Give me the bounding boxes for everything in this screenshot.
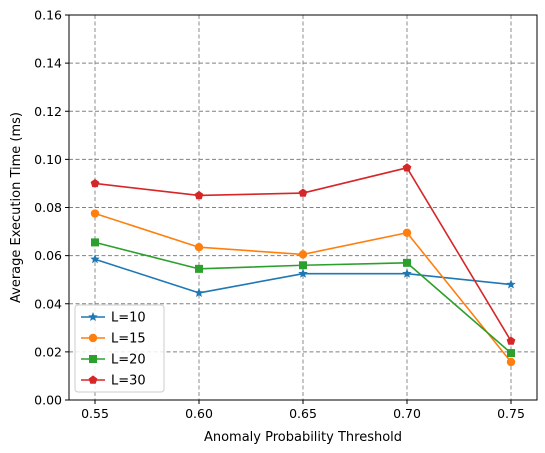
data-point	[506, 357, 516, 367]
data-point	[194, 190, 204, 200]
series-layer	[90, 163, 516, 367]
legend-marker	[88, 312, 98, 322]
y-axis-title: Average Execution Time (ms)	[9, 112, 24, 303]
series-L=20	[91, 238, 515, 358]
x-tick-label: 0.55	[81, 406, 109, 421]
legend-box	[74, 304, 165, 393]
x-tick-label: 0.60	[185, 406, 213, 421]
legend-item: L=20	[81, 353, 146, 368]
y-tick-label: 0.06	[34, 248, 62, 263]
data-point	[507, 349, 515, 358]
data-point	[298, 250, 308, 259]
series-L=15	[90, 209, 516, 367]
data-point	[194, 243, 204, 252]
series-L=10	[90, 254, 516, 297]
y-tick-label: 0.02	[34, 344, 62, 359]
data-point	[298, 268, 308, 278]
legend-label: L=30	[111, 374, 146, 389]
data-point	[506, 279, 516, 289]
x-tick-label: 0.65	[289, 406, 317, 421]
y-tick-label: 0.04	[34, 296, 62, 311]
legend-label: L=15	[111, 332, 146, 347]
data-point	[90, 209, 100, 218]
data-point	[194, 287, 204, 297]
legend-marker	[88, 333, 98, 343]
legend-label: L=20	[111, 353, 146, 368]
y-tick-label: 0.12	[34, 104, 62, 119]
legend-item: L=30	[81, 374, 146, 389]
legend-marker	[89, 355, 97, 363]
y-tick-label: 0.14	[34, 56, 62, 71]
data-point	[403, 258, 411, 267]
y-tick-label: 0.10	[34, 152, 62, 167]
y-tick-label: 0.16	[34, 8, 62, 23]
legend-label: L=10	[111, 311, 146, 326]
data-point	[402, 228, 412, 237]
axis-ticks: 0.55 0.60 0.65 0.70 0.75 0.00 0.02 0.04 0.06 0.08…	[34, 8, 525, 422]
series-L=30	[90, 163, 516, 345]
data-point	[90, 254, 100, 264]
data-point	[298, 188, 308, 197]
legend-marker	[88, 375, 98, 384]
data-point	[402, 268, 412, 278]
x-axis-title: Anomaly Probability Threshold	[204, 430, 402, 445]
data-point	[299, 261, 307, 270]
data-point	[91, 238, 99, 247]
data-point	[506, 336, 516, 345]
data-point	[90, 178, 100, 188]
legend-item: L=15	[81, 332, 146, 347]
legend-item: L=10	[81, 311, 146, 326]
y-tick-label: 0.08	[34, 200, 62, 215]
y-tick-label: 0.00	[34, 393, 62, 408]
data-point	[402, 163, 412, 172]
x-tick-label: 0.70	[393, 406, 421, 421]
legend: L=10 L=15 L=20 L=30	[74, 304, 165, 393]
data-point	[195, 264, 203, 273]
x-tick-label: 0.75	[497, 406, 525, 421]
